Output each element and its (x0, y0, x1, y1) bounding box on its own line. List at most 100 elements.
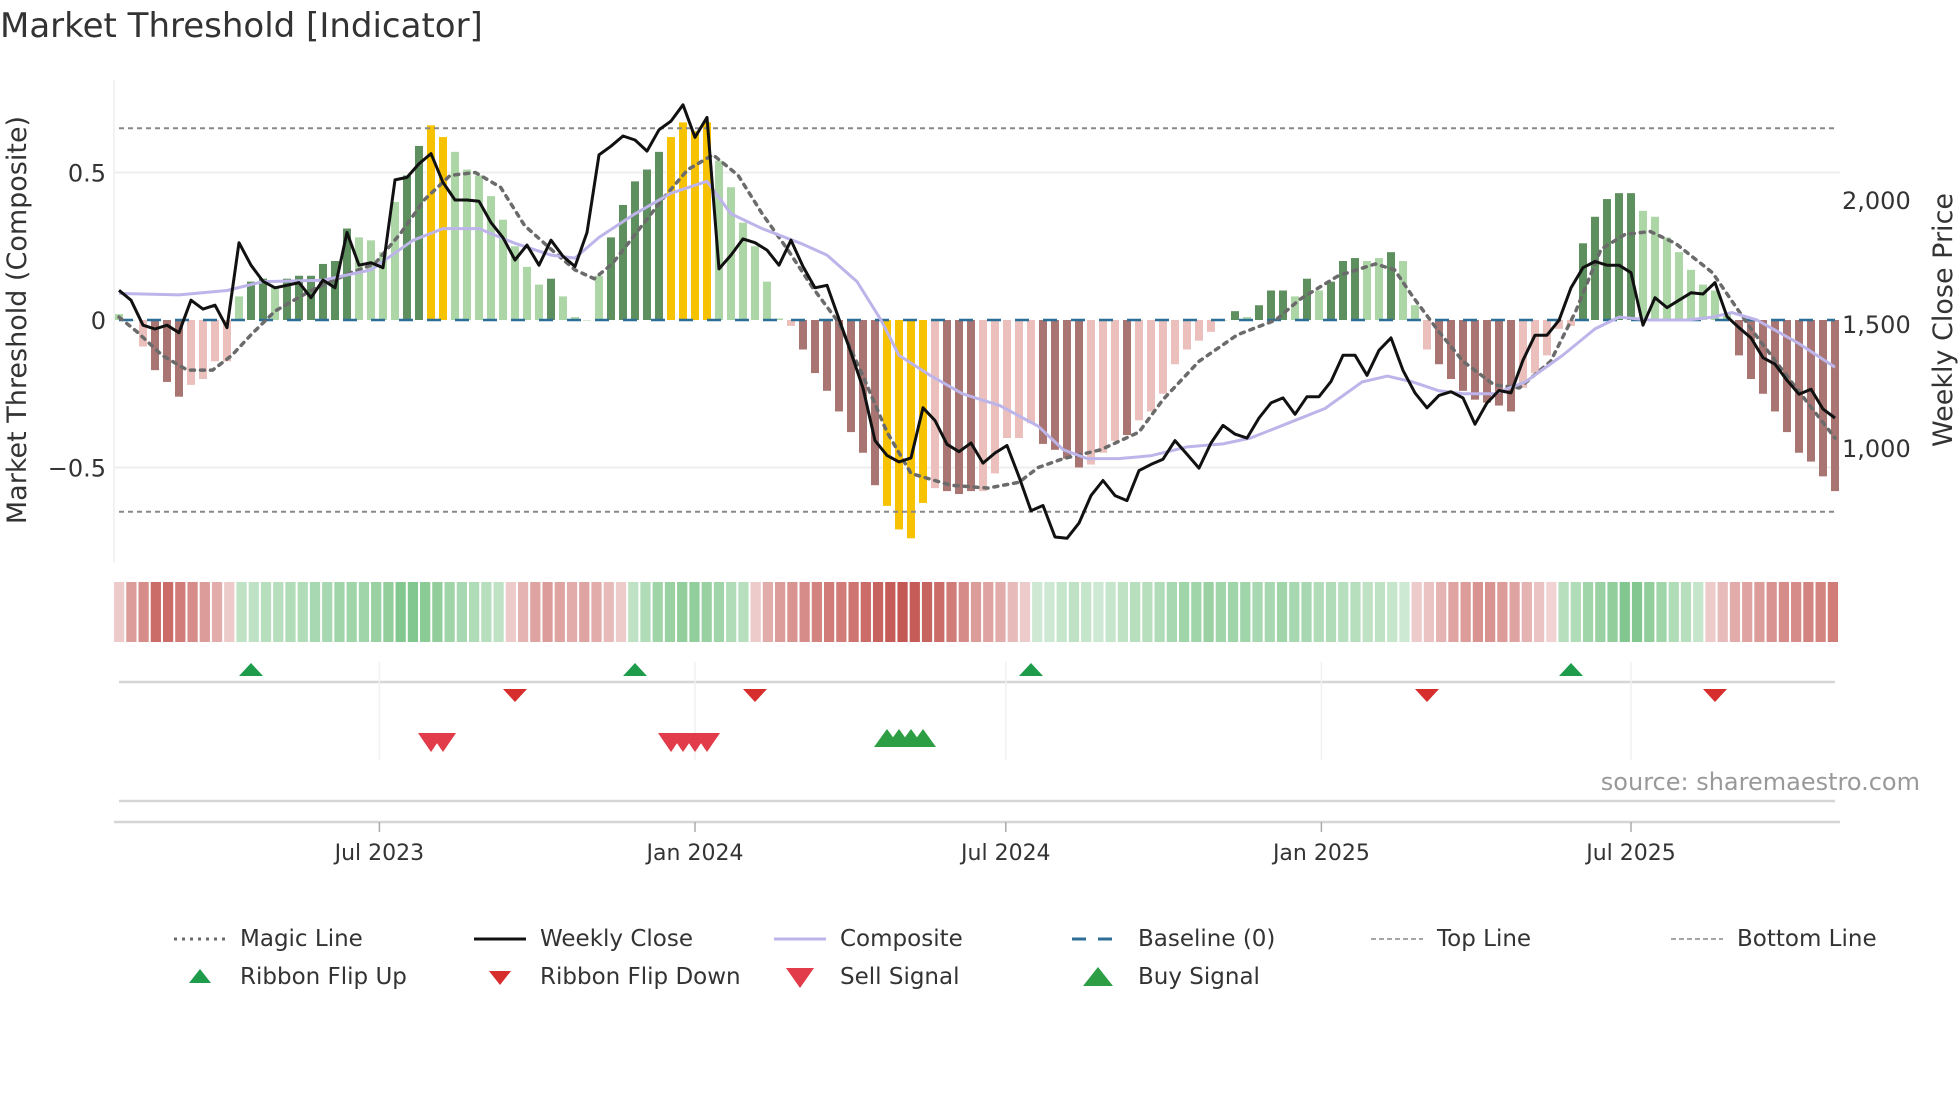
ribbon-cell (1827, 582, 1838, 642)
composite-bar (631, 181, 639, 320)
composite-bar (1255, 305, 1263, 320)
ribbon-cell (1754, 582, 1765, 642)
ribbon-cell (1203, 582, 1214, 642)
composite-bar (451, 151, 459, 320)
ribbon-cell (1350, 582, 1361, 642)
ribbon-cell (872, 582, 884, 642)
composite-bar (355, 237, 363, 320)
ribbon-cell (236, 582, 247, 642)
ribbon-cell (1289, 582, 1300, 642)
ribbon-cell (909, 582, 920, 642)
composite-bar (787, 320, 795, 326)
composite-bar (235, 296, 243, 320)
ribbon-cell (1301, 582, 1312, 642)
composite-bar (1519, 320, 1527, 388)
ribbon-cell (211, 582, 223, 642)
ribbon-cell (1448, 582, 1459, 642)
ribbon-cell (187, 582, 198, 642)
composite-bar (1267, 290, 1275, 320)
composite-bar (1159, 320, 1167, 394)
legend-label: Magic Line (240, 926, 363, 952)
ribbon-cell (358, 582, 370, 642)
ribbon-cell (1631, 582, 1643, 642)
ribbon-cell (726, 582, 737, 642)
composite-bar (1555, 320, 1563, 329)
composite-bar (1051, 320, 1059, 450)
composite-bar (1699, 284, 1707, 320)
ribbon-cell (1411, 582, 1422, 642)
ribbon-flip-up-marker (239, 663, 263, 676)
composite-bar (331, 261, 339, 320)
ribbon-cell (1485, 582, 1496, 642)
ribbon-cell (468, 582, 480, 642)
ribbon-cell (444, 582, 455, 642)
composite-bars (115, 122, 1839, 539)
composite-bar (175, 320, 183, 397)
ribbon-cell (689, 582, 700, 642)
ribbon-cell (1154, 582, 1165, 642)
ribbon-cell (1338, 582, 1349, 642)
composite-bar (643, 169, 651, 320)
composite-bar (1795, 320, 1803, 453)
ribbon-cell (1619, 582, 1630, 642)
legend-label: Top Line (1437, 926, 1532, 952)
ribbon-cell (1570, 582, 1581, 642)
composite-bar (463, 169, 471, 320)
composite-bar (547, 278, 555, 320)
composite-bar (1231, 311, 1239, 320)
composite-bar (1363, 261, 1371, 320)
ribbon-cell (554, 582, 565, 642)
composite-bar (1579, 243, 1587, 320)
y-tick-label: 0 (91, 307, 106, 335)
ribbon-cell (517, 582, 529, 642)
ribbon-cell (285, 582, 296, 642)
y-tick-label: −0.5 (48, 455, 106, 483)
legend-buy-signal: Buy Signal (1068, 960, 1260, 994)
ribbon-cell (848, 582, 859, 642)
composite-bar (715, 160, 723, 320)
composite-bar (583, 320, 591, 321)
composite-bar (1687, 269, 1695, 320)
legend-label: Ribbon Flip Down (540, 964, 741, 990)
composite-bar (1099, 320, 1107, 453)
ribbon-cell (1607, 582, 1618, 642)
ribbon-cell (1081, 582, 1092, 642)
ribbon-flip-down-marker (1703, 689, 1727, 702)
ribbon-cell (260, 582, 272, 642)
ribbon-cell (505, 582, 516, 642)
ribbon-cell (1068, 582, 1080, 642)
ribbon-cell (1729, 582, 1741, 642)
ribbon-cell (1668, 582, 1679, 642)
ribbon-cell (1497, 582, 1508, 642)
composite-bar (1135, 320, 1143, 421)
composite-bar (883, 320, 891, 506)
x-tick-label: Jan 2024 (645, 841, 744, 866)
composite-bar (1423, 320, 1431, 350)
legend: Magic Line Weekly Close Composite Baseli… (0, 918, 1960, 1008)
ribbon-cell (1521, 582, 1532, 642)
legend-label: Sell Signal (840, 964, 960, 990)
ribbon-cell (885, 582, 896, 642)
ribbon-cell (1742, 582, 1753, 642)
ribbon-cell (1252, 582, 1263, 642)
ribbon-cell (1509, 582, 1520, 642)
y2-tick-label: 2,000 (1842, 187, 1911, 215)
composite-bar (751, 246, 759, 320)
triangle-up-icon (189, 969, 211, 983)
buy-signal-marker (910, 729, 936, 747)
ribbon-cell (175, 582, 186, 642)
composite-bar (391, 202, 399, 320)
ribbon-cell (1680, 582, 1692, 642)
ribbon-cell (677, 582, 688, 642)
composite-bar (1495, 320, 1503, 406)
composite-bar (1303, 278, 1311, 320)
triangle-up-large-icon (1083, 967, 1113, 986)
legend-bottom-line: Bottom Line (1667, 922, 1877, 956)
ribbon-cell (750, 582, 761, 642)
composite-bar (1315, 290, 1323, 320)
ribbon-cell (1215, 582, 1226, 642)
composite-bar (1639, 210, 1647, 320)
legend-label: Buy Signal (1138, 964, 1260, 990)
thin-dashed-line-icon (1371, 938, 1423, 940)
ribbon-cell (958, 582, 969, 642)
